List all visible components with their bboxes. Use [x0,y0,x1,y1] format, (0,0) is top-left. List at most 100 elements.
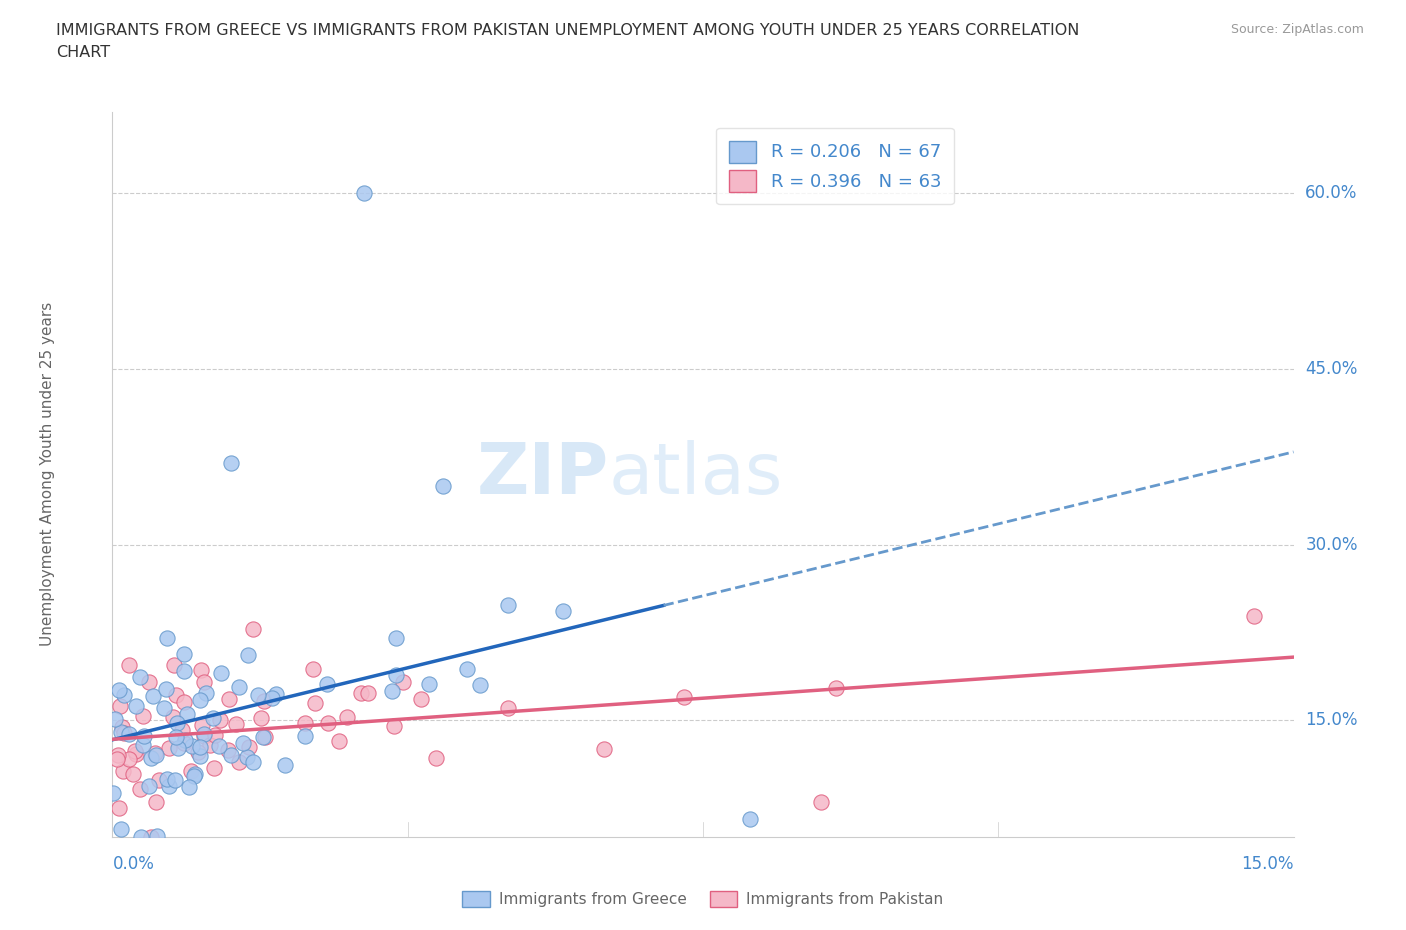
Point [176,707,198,722]
Point [553,604,575,618]
Point [110,698,132,713]
Point [218,692,240,707]
Point [242,621,264,636]
Point [101,786,124,801]
Point [118,751,141,766]
Point [138,779,160,794]
Point [131,709,153,724]
Point [810,794,832,809]
Point [183,768,205,783]
Text: ZIP: ZIP [477,440,609,509]
Point [381,684,404,698]
Point [173,695,195,710]
Point [198,737,221,752]
Point [228,679,250,694]
Point [207,739,229,754]
Point [672,690,695,705]
Point [156,772,179,787]
Point [166,715,188,730]
Point [179,779,201,794]
Point [117,658,139,672]
Text: 45.0%: 45.0% [1305,360,1358,378]
Point [174,732,197,747]
Point [157,778,180,793]
Point [118,727,141,742]
Point [593,742,616,757]
Text: CHART: CHART [56,45,110,60]
Point [328,734,350,749]
Point [104,711,127,726]
Point [167,740,190,755]
Point [139,751,162,765]
Point [145,794,167,809]
Point [247,687,270,702]
Point [134,728,156,743]
Point [217,742,239,757]
Point [110,724,132,739]
Point [143,746,166,761]
Text: 60.0%: 60.0% [1305,184,1358,203]
Point [145,747,167,762]
Point [236,648,259,663]
Point [107,748,129,763]
Point [274,757,297,772]
Point [382,719,405,734]
Point [148,773,170,788]
Point [112,687,135,702]
Point [353,186,375,201]
Point [156,631,179,645]
Point [162,710,184,724]
Point [252,730,274,745]
Point [468,678,491,693]
Point [425,751,447,765]
Text: 15.0%: 15.0% [1305,711,1358,729]
Point [418,677,440,692]
Point [202,760,225,775]
Point [238,739,260,754]
Point [294,715,316,730]
Point [165,687,187,702]
Point [108,683,131,698]
Point [432,479,454,494]
Point [129,830,152,844]
Point [173,663,195,678]
Point [121,766,143,781]
Point [181,738,204,753]
Point [173,736,195,751]
Point [498,598,520,613]
Point [316,716,339,731]
Text: 0.0%: 0.0% [112,855,155,872]
Point [142,688,165,703]
Text: Unemployment Among Youth under 25 years: Unemployment Among Youth under 25 years [39,302,55,646]
Point [111,720,134,735]
Point [357,685,380,700]
Point [124,744,146,759]
Point [294,728,316,743]
Point [132,737,155,752]
Point [232,736,254,751]
Legend: Immigrants from Greece, Immigrants from Pakistan: Immigrants from Greece, Immigrants from … [457,884,949,913]
Point [105,751,128,766]
Point [193,675,215,690]
Text: Source: ZipAtlas.com: Source: ZipAtlas.com [1230,23,1364,36]
Point [173,646,195,661]
Point [236,750,259,764]
Point [496,700,519,715]
Point [336,710,359,724]
Point [190,663,212,678]
Point [157,741,180,756]
Point [219,455,242,470]
Legend: R = 0.206   N = 67, R = 0.396   N = 63: R = 0.206 N = 67, R = 0.396 N = 63 [717,128,953,205]
Point [128,670,150,684]
Point [242,754,264,769]
Point [253,694,276,709]
Point [153,701,176,716]
Point [262,690,284,705]
Point [824,681,846,696]
Point [384,631,406,645]
Point [165,729,187,744]
Point [172,723,194,737]
Point [193,726,215,741]
Point [209,665,232,680]
Point [193,728,215,743]
